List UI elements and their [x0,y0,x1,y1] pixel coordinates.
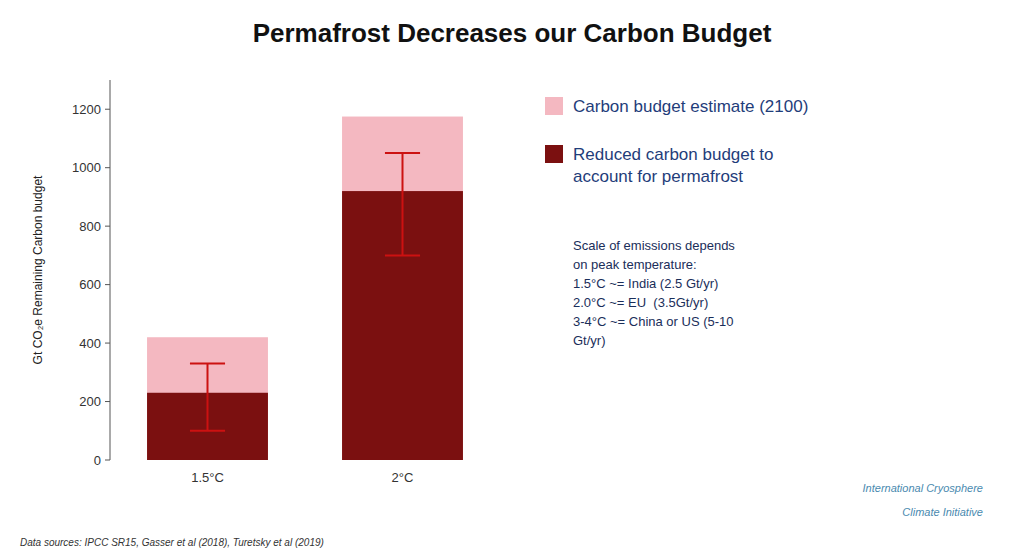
x-tick-label: 1.5°C [191,470,224,485]
logo-text: International Cryosphere [863,482,983,494]
legend: Carbon budget estimate (2100) Reduced car… [545,97,808,186]
y-tick-label: 400 [79,336,101,351]
bar [342,117,463,460]
y-tick-label: 200 [79,394,101,409]
text-line: Scale of emissions depends [573,238,735,253]
marks [147,117,463,460]
text-line: Gt/yr) [573,333,606,348]
y-tick-label: 600 [79,277,101,292]
y-tick [105,284,110,285]
chart: Permafrost Decreases our Carbon Budget 0 2… [0,0,1024,560]
source: Data sources: IPCC SR15, Gasser et al (2… [20,537,324,548]
annotation: Scale of emissions depends on peak temper… [573,238,735,348]
y-tick [105,226,110,227]
text-line: Carbon budget estimate (2100) [573,97,808,116]
text-line: 2.0°C ~= EU (3.5Gt/yr) [573,295,708,310]
y-tick-label: 1200 [72,102,101,117]
y-tick-label: 800 [79,219,101,234]
y-axis: 0 200 400 600 800 1000 1200 [72,80,110,468]
text-line: account for permafrost [573,167,743,186]
legend-entry: Reduced carbon budget to account for perm… [573,145,773,186]
bar [147,337,268,460]
background [0,0,1024,560]
y-tick-label: 1000 [72,160,101,175]
legend-entry: Carbon budget estimate (2100) [573,97,808,116]
error-bar [385,153,420,255]
y-tick [105,109,110,110]
x-axis: 1.5°C 2°C [191,470,413,485]
text-line: on peak temperature: [573,257,697,272]
x-tick-label: 2°C [392,470,414,485]
error-bar [190,364,225,431]
series [147,191,463,460]
y-tick-label: 0 [94,453,101,468]
y-axis-line [110,80,111,460]
y-tick [105,460,110,461]
legend-swatch [545,145,563,163]
series [147,117,463,460]
y-tick [105,401,110,402]
text-line: Reduced carbon budget to [573,145,773,164]
legend-swatch [545,97,563,115]
logo-text: Climate Initiative [902,506,983,518]
y-tick [105,343,110,344]
y-tick [105,167,110,168]
title: Permafrost Decreases our Carbon Budget [253,18,772,48]
y-axis-label: Gt CO₂e Remaining Carbon budget [31,175,45,364]
text-line: 3-4°C ~= China or US (5-10 [573,314,734,329]
text-line: 1.5°C ~= India (2.5 Gt/yr) [573,276,718,291]
